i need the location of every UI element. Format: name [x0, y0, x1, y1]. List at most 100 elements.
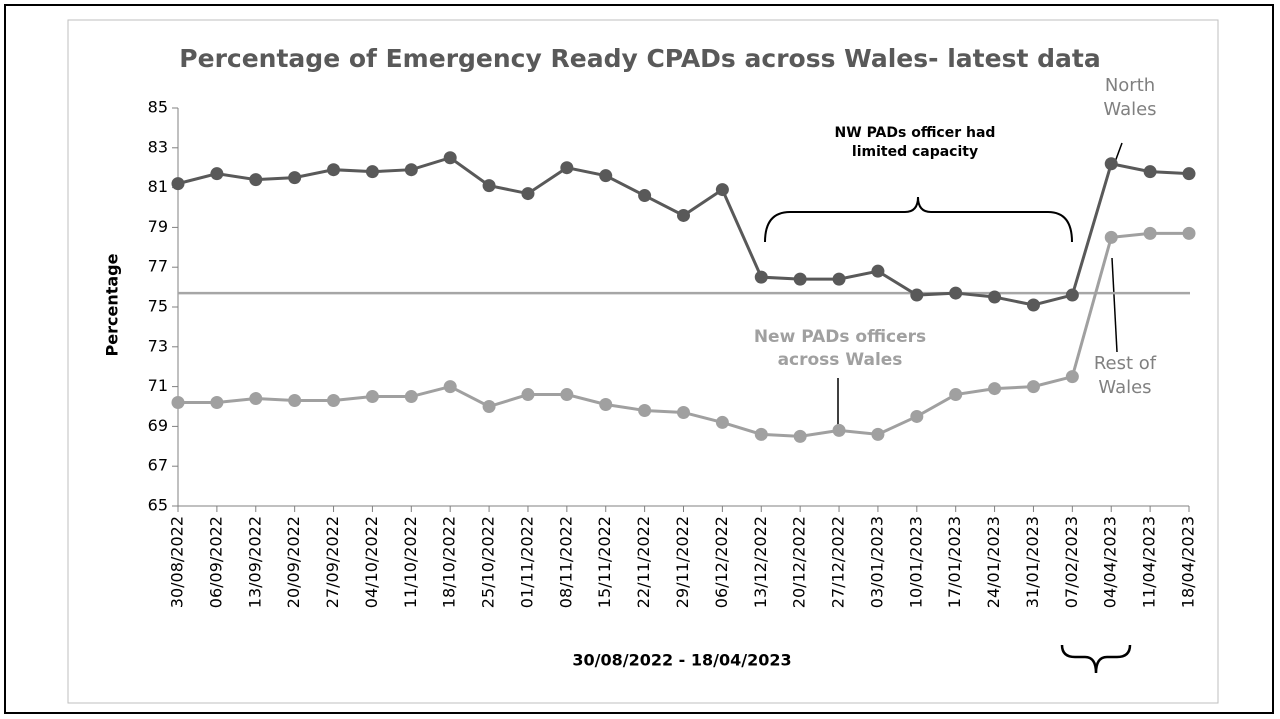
chart-title: Percentage of Emergency Ready CPADs acro…: [179, 44, 1100, 73]
data-point: [288, 171, 302, 185]
pointer-line: [1114, 142, 1123, 163]
data-point: [715, 415, 729, 429]
y-tick-label: 71: [148, 376, 168, 395]
x-tick-label: 06/09/2022: [206, 516, 225, 608]
x-tick-label: 11/04/2023: [1140, 516, 1159, 608]
data-point: [1182, 226, 1196, 240]
data-point: [638, 189, 652, 203]
data-point: [1026, 298, 1040, 312]
data-point: [949, 388, 963, 402]
data-point: [521, 388, 535, 402]
data-point: [404, 390, 418, 404]
series-label: Rest of Wales: [1093, 353, 1157, 399]
y-axis-label: Percentage: [103, 253, 122, 356]
brace: [764, 196, 1073, 243]
x-tick-label: 15/11/2022: [595, 516, 614, 608]
x-tick-label: 27/09/2022: [323, 516, 342, 608]
data-point: [210, 396, 224, 410]
series-line: [177, 156, 1190, 307]
series-line: [178, 231, 1189, 438]
data-point: [249, 173, 263, 187]
data-point: [171, 177, 185, 191]
annotation: New PADs officers across Wales: [753, 327, 927, 370]
data-point: [1065, 288, 1079, 302]
data-point: [754, 270, 768, 284]
data-point: [677, 208, 690, 222]
chart-border: [67, 19, 1219, 704]
series-label: North Wales: [1103, 75, 1157, 121]
data-point: [327, 163, 341, 177]
data-point: [560, 388, 574, 402]
y-tick-label: 75: [148, 297, 168, 316]
data-point: [677, 405, 690, 419]
data-point: [1104, 157, 1118, 171]
x-tick-label: 04/04/2023: [1101, 516, 1120, 608]
data-point: [171, 396, 185, 410]
data-point: [1143, 165, 1157, 179]
x-tick-label: 25/10/2022: [479, 516, 498, 608]
data-point: [871, 427, 885, 441]
x-tick-label: 31/01/2023: [1023, 516, 1042, 608]
y-tick-label: 81: [148, 177, 168, 196]
y-tick-label: 77: [148, 257, 168, 276]
data-point: [1143, 226, 1157, 240]
data-point: [1104, 230, 1118, 244]
x-tick-label: 10/01/2023: [906, 516, 925, 608]
x-tick-label: 06/12/2022: [712, 516, 731, 608]
y-tick-label: 83: [148, 137, 168, 156]
data-point: [793, 429, 807, 443]
y-tick-label: 79: [148, 217, 168, 236]
data-point: [832, 423, 846, 437]
x-tick-label: 17/01/2023: [945, 516, 964, 608]
x-tick-label: 11/10/2022: [401, 516, 420, 608]
outer-border: [4, 4, 1274, 714]
x-tick-label: 13/09/2022: [245, 516, 264, 608]
data-point: [1065, 370, 1079, 384]
data-point: [871, 264, 885, 278]
data-point: [715, 183, 729, 197]
data-point: [443, 380, 457, 394]
x-tick-label: 18/04/2023: [1179, 516, 1198, 608]
x-tick-label: 08/11/2022: [556, 516, 575, 608]
data-point: [249, 392, 263, 406]
data-point: [793, 272, 807, 286]
data-point: [288, 394, 302, 408]
x-axis-label: 30/08/2022 - 18/04/2023: [572, 651, 791, 670]
data-point: [599, 398, 613, 412]
y-tick-label: 85: [148, 98, 168, 117]
pointer-line: [1111, 257, 1118, 353]
data-point: [754, 427, 768, 441]
x-tick-label: 27/12/2022: [829, 516, 848, 608]
data-point: [560, 161, 574, 175]
x-tick-label: 30/08/2022: [168, 516, 187, 608]
x-tick-label: 29/11/2022: [673, 516, 692, 608]
x-tick-label: 20/09/2022: [284, 516, 303, 608]
brace: [1060, 644, 1132, 674]
y-tick-label: 67: [148, 456, 168, 475]
x-tick-label: 03/01/2023: [867, 516, 886, 608]
data-point: [988, 382, 1002, 396]
data-point: [365, 390, 379, 404]
y-tick-label: 69: [148, 416, 168, 435]
data-point: [910, 409, 924, 423]
data-point: [1026, 380, 1040, 394]
data-point: [210, 167, 224, 181]
x-tick-label: 01/11/2022: [517, 516, 536, 608]
data-point: [988, 290, 1002, 304]
data-point: [482, 179, 496, 193]
y-tick-label: 65: [148, 496, 168, 515]
x-tick-label: 13/12/2022: [751, 516, 770, 608]
data-point: [949, 286, 963, 300]
x-tick-label: 18/10/2022: [440, 516, 459, 608]
x-tick-label: 04/10/2022: [362, 516, 381, 608]
data-point: [521, 187, 535, 201]
data-point: [482, 400, 496, 413]
x-tick-label: 07/02/2023: [1062, 516, 1081, 608]
data-point: [404, 163, 418, 177]
x-tick-label: 22/11/2022: [634, 516, 653, 608]
x-tick-label: 24/01/2023: [984, 516, 1003, 608]
data-point: [638, 403, 652, 417]
data-point: [443, 151, 457, 165]
